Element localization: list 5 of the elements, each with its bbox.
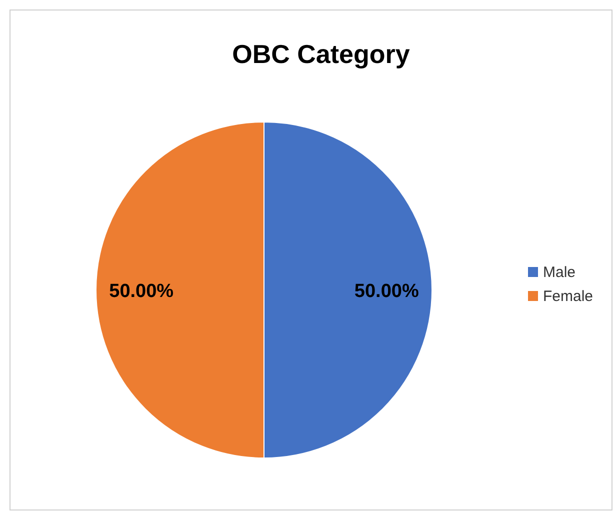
chart-title: OBC Category xyxy=(232,39,410,69)
legend-label: Female xyxy=(543,288,594,305)
data-label: 50.00% xyxy=(109,281,174,302)
legend-label: Male xyxy=(543,264,576,281)
data-label: 50.00% xyxy=(354,281,419,302)
